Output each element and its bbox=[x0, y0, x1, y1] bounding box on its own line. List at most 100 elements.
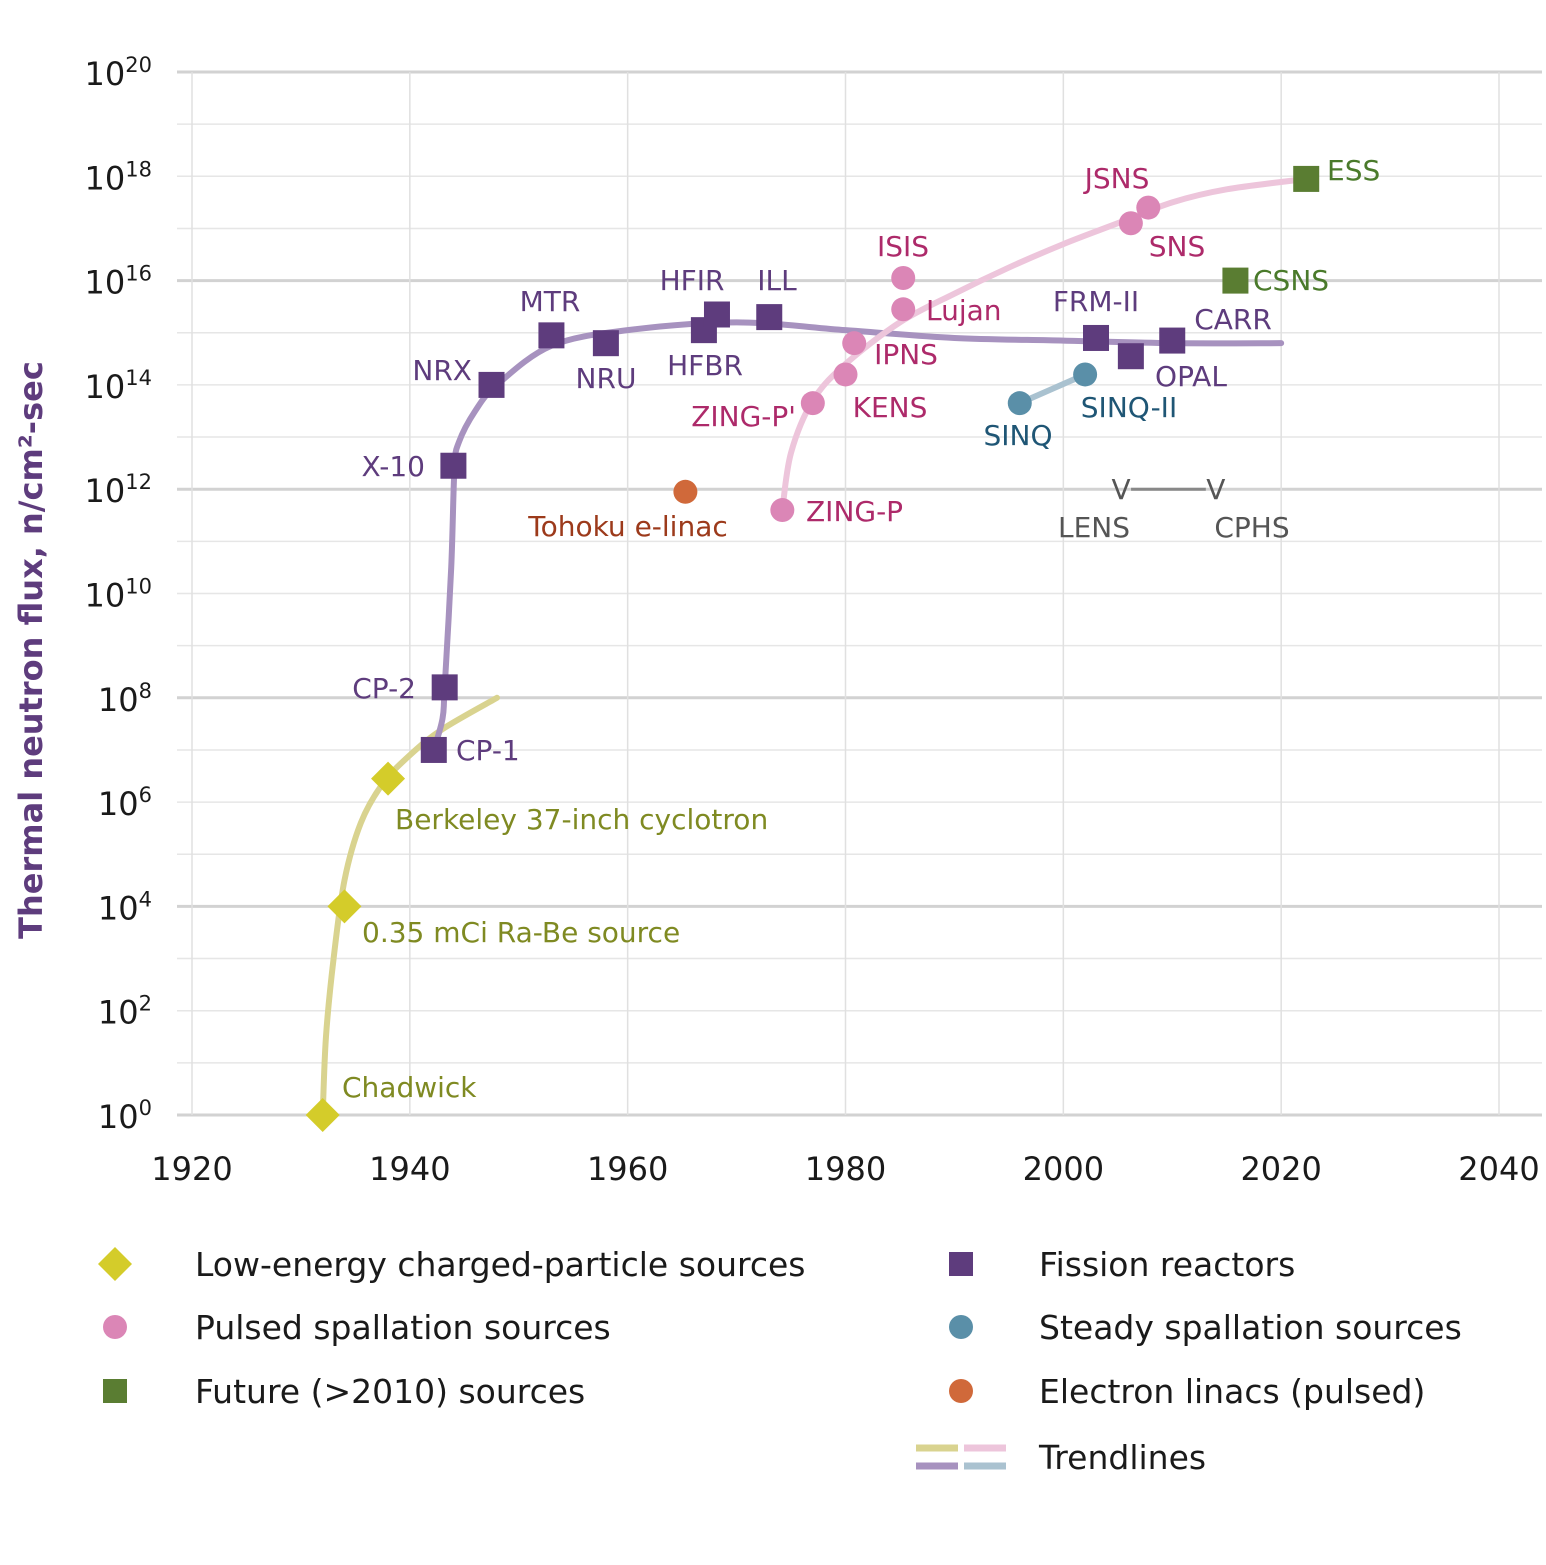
data-points bbox=[305, 165, 1320, 1132]
marker-pulsed bbox=[833, 362, 858, 387]
legend-marker bbox=[98, 1247, 132, 1281]
legend-marker bbox=[103, 1315, 127, 1339]
point-label: SINQ-II bbox=[1081, 391, 1177, 424]
legend-marker bbox=[103, 1379, 127, 1403]
point-label: 0.35 mCi Ra-Be source bbox=[362, 916, 680, 949]
marker-future bbox=[1222, 267, 1249, 294]
legend-item: Fission reactors bbox=[949, 1245, 1295, 1284]
y-tick-label: 1012 bbox=[85, 470, 152, 510]
point-label: NRX bbox=[412, 354, 472, 387]
marker-fission bbox=[478, 371, 505, 398]
point-label: Lujan bbox=[926, 294, 1002, 327]
point-label: ILL bbox=[757, 264, 797, 297]
marker-charged bbox=[371, 761, 406, 796]
trendlines bbox=[319, 175, 1310, 1118]
marker-fission bbox=[420, 736, 447, 763]
marker-fission bbox=[1117, 343, 1144, 370]
y-tick-label: 104 bbox=[98, 887, 152, 927]
point-label: X-10 bbox=[361, 450, 425, 483]
x-tick-label: 2040 bbox=[1458, 1150, 1539, 1188]
axis-ticks: 1920 1940 1960 1980 2000 2020 2040 100 102 104 106… bbox=[85, 53, 1540, 1188]
y-axis-label: Thermal neutron flux, n/cm²-sec bbox=[12, 361, 50, 939]
point-label: Tohoku e-linac bbox=[527, 510, 728, 543]
legend: Low-energy charged-particle sources Pulse… bbox=[98, 1245, 1462, 1477]
marker-pulsed bbox=[1118, 211, 1143, 236]
point-label: CSNS bbox=[1253, 264, 1329, 297]
y-tick-label: 1016 bbox=[85, 262, 152, 302]
point-label: KENS bbox=[853, 391, 928, 424]
x-tick-label: 2000 bbox=[1023, 1150, 1104, 1188]
x-tick-label: 1920 bbox=[151, 1150, 232, 1188]
point-label: CP-2 bbox=[352, 672, 416, 705]
legend-label: Steady spallation sources bbox=[1039, 1308, 1462, 1347]
point-label: LENS bbox=[1058, 511, 1130, 544]
legend-item: Future (>2010) sources bbox=[103, 1372, 585, 1411]
marker-pulsed bbox=[891, 265, 916, 290]
point-labels: Chadwick 0.35 mCi Ra-Be source Berkeley 37… bbox=[342, 154, 1380, 1104]
point-label: OPAL bbox=[1155, 360, 1227, 393]
y-tick-label: 106 bbox=[98, 783, 152, 823]
y-tick-label: 102 bbox=[98, 992, 152, 1032]
y-tick-label: 1014 bbox=[85, 366, 152, 406]
point-label: Berkeley 37-inch cyclotron bbox=[395, 803, 768, 836]
grid bbox=[177, 70, 1542, 1117]
point-label: ZING-P' bbox=[691, 400, 796, 433]
marker-pulsed bbox=[1136, 195, 1161, 220]
x-tick-label: 2020 bbox=[1240, 1150, 1321, 1188]
legend-marker bbox=[949, 1315, 973, 1339]
point-label: ISIS bbox=[877, 230, 929, 263]
point-label: JSNS bbox=[1083, 162, 1150, 195]
point-label: MTR bbox=[520, 285, 581, 318]
y-tick-label: 1010 bbox=[85, 575, 152, 615]
point-label: ESS bbox=[1327, 154, 1380, 187]
point-label: CP-1 bbox=[456, 734, 520, 767]
marker-fission bbox=[440, 452, 467, 479]
marker-fission bbox=[756, 304, 783, 331]
marker-pulsed bbox=[891, 297, 916, 322]
x-tick-label: 1960 bbox=[587, 1150, 668, 1188]
planned-marker: V bbox=[1111, 473, 1130, 506]
point-label: HFIR bbox=[660, 264, 725, 297]
marker-fission bbox=[538, 322, 565, 349]
marker-pulsed bbox=[770, 498, 795, 523]
x-tick-label: 1980 bbox=[805, 1150, 886, 1188]
x-tick-label: 1940 bbox=[369, 1150, 450, 1188]
y-tick-label: 1018 bbox=[85, 157, 152, 197]
marker-fission bbox=[592, 330, 619, 357]
legend-label: Pulsed spallation sources bbox=[195, 1308, 611, 1347]
marker-steady bbox=[1073, 362, 1098, 387]
legend-item: Trendlines bbox=[916, 1438, 1206, 1477]
marker-linac bbox=[673, 479, 698, 504]
marker-future bbox=[1293, 165, 1320, 192]
marker-pulsed bbox=[800, 391, 825, 416]
point-label: FRM-II bbox=[1053, 285, 1139, 318]
legend-label: Fission reactors bbox=[1039, 1245, 1295, 1284]
point-label: Chadwick bbox=[342, 1071, 477, 1104]
legend-label: Trendlines bbox=[1038, 1438, 1206, 1477]
legend-label: Low-energy charged-particle sources bbox=[195, 1245, 805, 1284]
point-label: CPHS bbox=[1214, 511, 1289, 544]
marker-pulsed bbox=[842, 331, 867, 356]
point-label: SNS bbox=[1149, 230, 1206, 263]
legend-label: Electron linacs (pulsed) bbox=[1039, 1372, 1425, 1411]
planned-marker: V bbox=[1206, 473, 1225, 506]
marker-charged bbox=[305, 1098, 340, 1132]
point-label: IPNS bbox=[874, 338, 938, 371]
marker-charged bbox=[327, 889, 362, 924]
point-label: ZING-P bbox=[806, 495, 903, 528]
marker-fission bbox=[1083, 324, 1110, 351]
point-label: HFBR bbox=[667, 349, 743, 382]
y-tick-label: 108 bbox=[98, 679, 152, 719]
legend-item: Steady spallation sources bbox=[949, 1308, 1462, 1347]
legend-item: Pulsed spallation sources bbox=[103, 1308, 611, 1347]
legend-marker bbox=[949, 1252, 973, 1276]
legend-marker bbox=[949, 1379, 973, 1403]
point-label: SINQ bbox=[983, 419, 1052, 452]
y-tick-label: 100 bbox=[98, 1096, 152, 1136]
point-label: NRU bbox=[576, 362, 637, 395]
marker-fission bbox=[1159, 327, 1186, 354]
marker-fission bbox=[703, 301, 730, 328]
marker-steady bbox=[1007, 391, 1032, 416]
